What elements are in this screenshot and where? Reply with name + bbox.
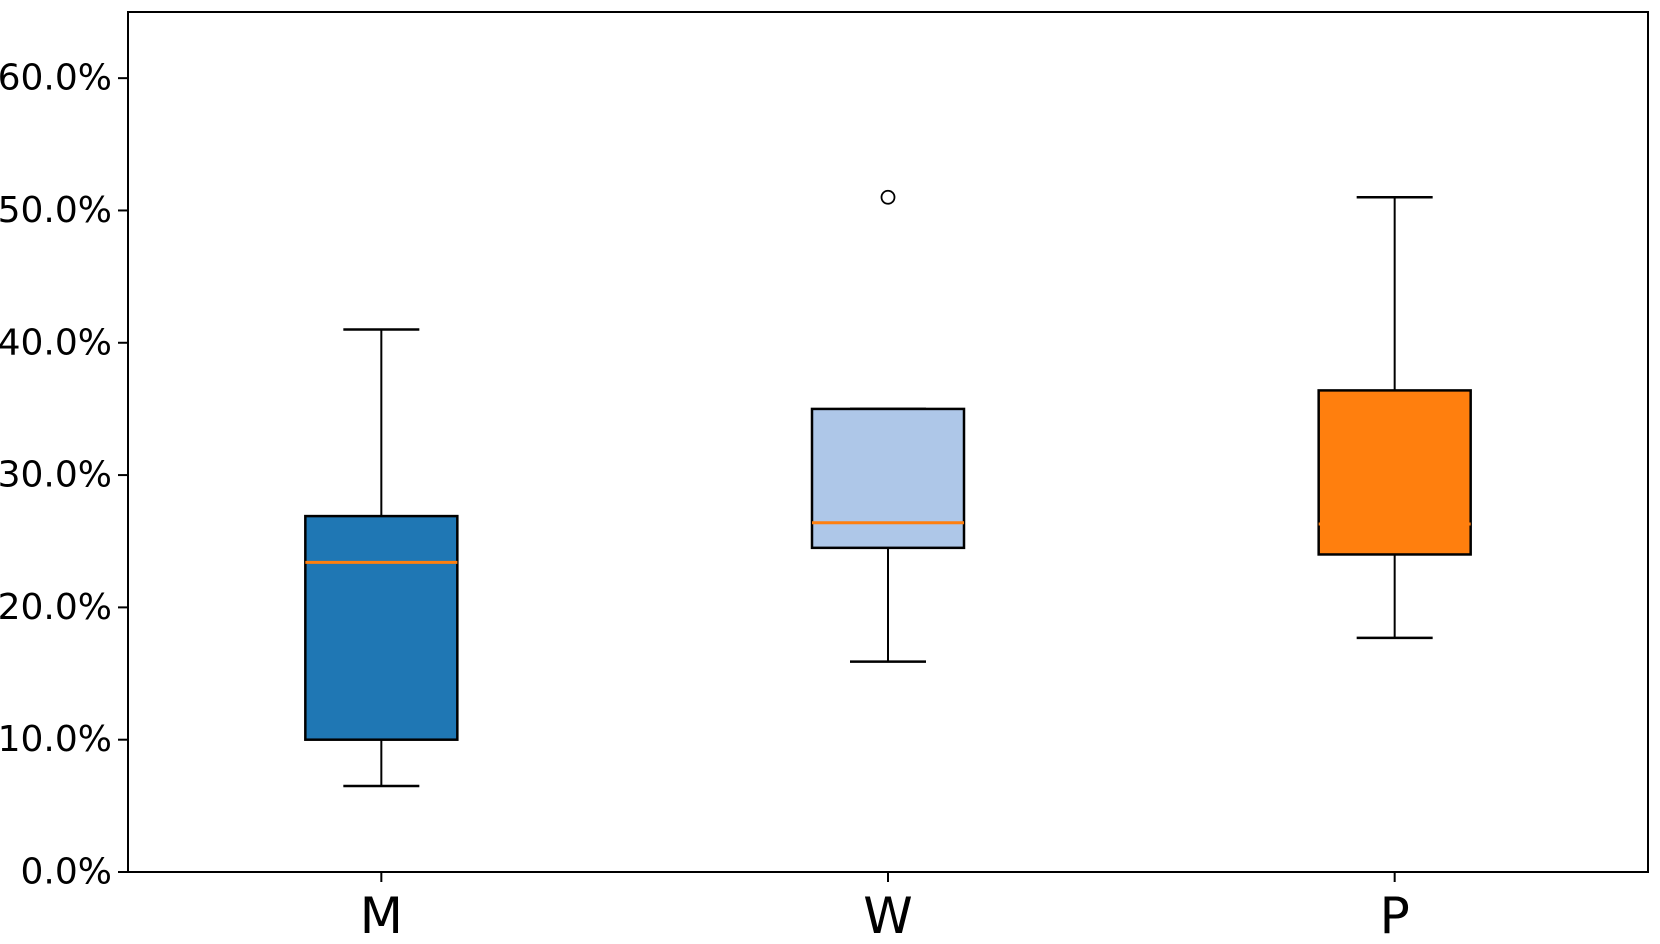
y-tick-label: 30.0% bbox=[0, 455, 112, 496]
y-tick-label: 20.0% bbox=[0, 587, 112, 628]
y-tick-label: 40.0% bbox=[0, 322, 112, 363]
y-tick-label: 60.0% bbox=[0, 58, 112, 99]
outlier-point bbox=[880, 189, 896, 205]
x-tick-label: W bbox=[863, 887, 912, 944]
box-w bbox=[810, 407, 966, 550]
y-tick-label: 10.0% bbox=[0, 719, 112, 760]
x-tick-label: M bbox=[360, 887, 403, 944]
box-p bbox=[1317, 389, 1472, 556]
y-tick-label: 0.0% bbox=[21, 852, 112, 893]
y-tick-label: 50.0% bbox=[0, 190, 112, 231]
x-tick-label: P bbox=[1380, 887, 1410, 944]
box-m bbox=[304, 514, 459, 741]
